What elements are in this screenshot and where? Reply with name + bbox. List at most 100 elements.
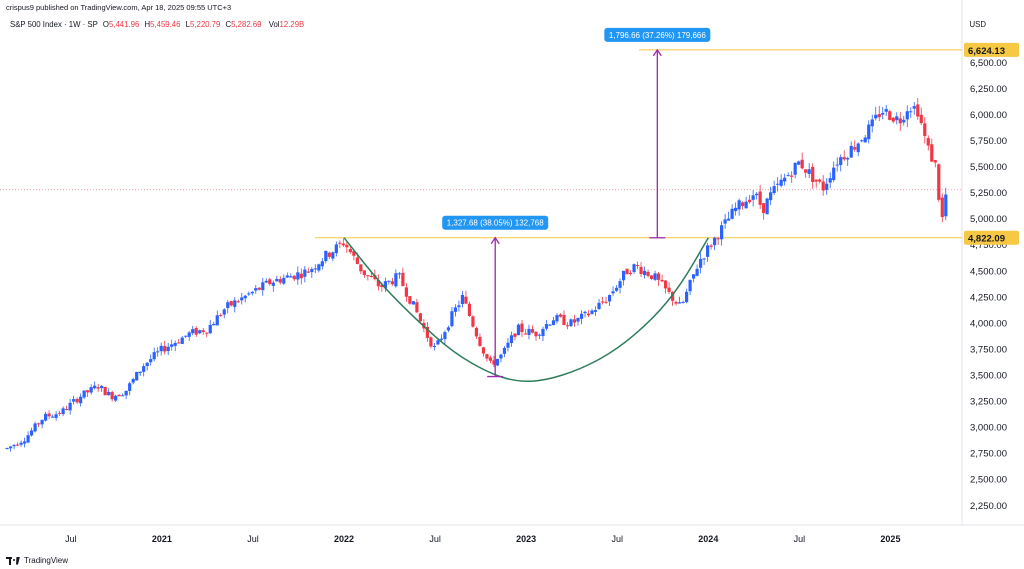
candle-body bbox=[82, 390, 86, 398]
time-tick-label: 2021 bbox=[152, 534, 172, 544]
candle-body bbox=[877, 114, 881, 118]
volume-label: Vol bbox=[268, 20, 280, 29]
candle-body bbox=[835, 164, 839, 166]
candle-body bbox=[131, 379, 135, 383]
candle-body bbox=[306, 271, 310, 273]
time-axis[interactable]: Jul 2021 Jul 2022 Jul 2023 Jul 2024 Jul 2025 bbox=[65, 534, 900, 544]
level-lines[interactable] bbox=[0, 49, 962, 239]
candle-body bbox=[65, 409, 69, 411]
candle-body bbox=[541, 328, 545, 337]
measure-arrow-1-head bbox=[490, 236, 500, 245]
candle-body bbox=[846, 157, 850, 160]
candle-body bbox=[121, 395, 125, 397]
candle-body bbox=[159, 345, 163, 352]
cup-curve[interactable] bbox=[343, 237, 709, 383]
candle-body bbox=[583, 311, 587, 314]
candle-body bbox=[593, 310, 598, 312]
candle-body bbox=[275, 278, 279, 282]
candle-body bbox=[814, 179, 818, 182]
symbol-label: S&P 500 Index · 1W · SP bbox=[10, 20, 98, 29]
price-axis[interactable]: 6,500.00 6,250.00 6,000.00 5,750.00 5,500.00… bbox=[964, 42, 1019, 512]
candle-body bbox=[667, 287, 671, 292]
candle-body bbox=[944, 194, 948, 217]
candle-body bbox=[600, 301, 605, 303]
measure-arrows[interactable]: 1,327.68 (38.05%) 132,768 1,796.66 (37.26… bbox=[442, 27, 711, 378]
candle-body bbox=[716, 238, 720, 240]
price-tick-label: 6,250.00 bbox=[970, 84, 1007, 95]
candle-body bbox=[926, 138, 930, 146]
candle-body bbox=[709, 245, 713, 247]
candle-body bbox=[464, 296, 468, 304]
candle-body bbox=[544, 324, 549, 329]
price-tick-label: 4,000.00 bbox=[970, 318, 1007, 329]
price-tick-label: 2,250.00 bbox=[970, 501, 1007, 512]
candle-body bbox=[502, 347, 507, 354]
candle-body bbox=[233, 300, 237, 307]
candle-body bbox=[509, 335, 514, 344]
candle-body bbox=[492, 360, 496, 365]
measure-arrow-1-label-bg bbox=[442, 215, 549, 230]
candle-body bbox=[713, 237, 717, 246]
candle-body bbox=[96, 387, 100, 389]
candle-body bbox=[107, 392, 111, 396]
candle-body bbox=[334, 244, 338, 254]
candle-body bbox=[562, 314, 566, 326]
candle-body bbox=[937, 164, 941, 200]
candle-body bbox=[404, 287, 408, 297]
candle-body bbox=[369, 275, 373, 278]
candle-body bbox=[338, 242, 342, 244]
target-price-badge-text: 6,624.13 bbox=[968, 46, 1005, 57]
candle-body bbox=[51, 416, 55, 418]
candle-body bbox=[145, 362, 149, 367]
candle-body bbox=[156, 351, 160, 353]
currency-label: USD bbox=[969, 20, 986, 29]
candle-body bbox=[467, 303, 472, 316]
price-tick-label: 5,750.00 bbox=[970, 136, 1007, 147]
candle-body bbox=[184, 335, 188, 337]
candle-body bbox=[247, 293, 251, 295]
candle-body bbox=[737, 200, 741, 210]
candle-body bbox=[516, 324, 521, 336]
candle-body bbox=[762, 203, 766, 214]
candle-body bbox=[415, 302, 419, 313]
low-label: L bbox=[185, 20, 190, 29]
candle-body bbox=[849, 145, 853, 158]
candle-body bbox=[264, 280, 268, 283]
close-label: C bbox=[225, 20, 232, 29]
candle-body bbox=[485, 354, 489, 359]
time-tick-label: 2023 bbox=[516, 534, 536, 544]
candle-body bbox=[446, 327, 451, 331]
price-tick-label: 5,500.00 bbox=[970, 162, 1007, 173]
candle-body bbox=[236, 301, 240, 303]
candle-body bbox=[940, 197, 944, 218]
candle-body bbox=[285, 275, 289, 278]
price-tick-label: 2,500.00 bbox=[970, 475, 1007, 486]
publish-caption: crispus9 published on TradingView.com, A… bbox=[6, 3, 232, 12]
candle-body bbox=[874, 114, 878, 119]
cup-curve-path bbox=[343, 237, 709, 383]
measure-arrow-1-label: 1,327.68 (38.05%) 132,768 bbox=[447, 219, 545, 228]
open-label: O bbox=[102, 20, 109, 29]
candle-body bbox=[699, 258, 703, 268]
candle-body bbox=[821, 181, 825, 191]
candle-body bbox=[569, 319, 573, 326]
tradingview-logo[interactable]: TradingView bbox=[6, 556, 68, 565]
candle-body bbox=[23, 441, 27, 444]
candle-body bbox=[884, 108, 888, 112]
candle-body bbox=[324, 250, 328, 262]
candle-body bbox=[842, 157, 846, 160]
candle-body bbox=[198, 330, 202, 334]
price-tick-label: 5,250.00 bbox=[970, 188, 1007, 199]
candle-body bbox=[418, 313, 422, 322]
candle-body bbox=[205, 332, 209, 334]
candle-body bbox=[649, 275, 654, 279]
measure-arrow-2-label-bg bbox=[604, 27, 711, 42]
candle-body bbox=[289, 276, 293, 278]
candle-body bbox=[758, 191, 762, 205]
candle-body bbox=[30, 430, 34, 436]
candle-body bbox=[142, 366, 146, 372]
candle-body bbox=[632, 264, 636, 272]
candle-body bbox=[611, 291, 615, 294]
candle-body bbox=[124, 390, 128, 396]
